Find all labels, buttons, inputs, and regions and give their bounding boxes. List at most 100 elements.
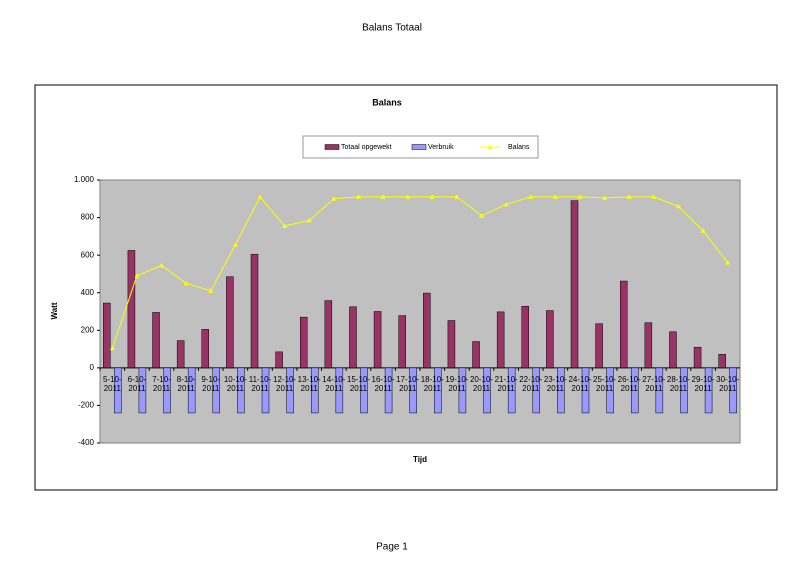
y-tick-label: 400 xyxy=(81,288,95,297)
bar xyxy=(409,367,417,414)
bar xyxy=(250,253,259,369)
x-tick-label-line: 2011 xyxy=(498,384,516,393)
bar xyxy=(138,367,147,414)
x-tick-label-line: 23-10- xyxy=(544,375,567,384)
marker xyxy=(725,260,731,265)
marker xyxy=(232,242,238,247)
marker xyxy=(405,194,411,199)
x-tick-label: 30-10-2011 xyxy=(716,375,739,393)
marker xyxy=(651,194,657,199)
x-tick-label: 17-10-2011 xyxy=(396,375,419,393)
x-tick-label: 5-10-2011 xyxy=(103,375,122,393)
x-tick-label-line: 19-10- xyxy=(445,375,468,384)
bar xyxy=(483,367,491,414)
bar xyxy=(187,367,196,414)
marker xyxy=(306,217,312,223)
y-axis-label: Watt xyxy=(50,302,59,319)
x-tick-label-line: 2011 xyxy=(448,384,466,393)
x-tick-label-line: 8-10- xyxy=(177,375,196,384)
x-tick-label-line: 2011 xyxy=(227,384,245,393)
bar xyxy=(152,312,160,369)
bar xyxy=(127,250,136,369)
y-tick-label: 1.000 xyxy=(74,175,95,184)
x-tick-label: 29-10-2011 xyxy=(692,375,715,393)
bar xyxy=(226,276,234,369)
y-tick-label: 0 xyxy=(90,363,95,372)
x-tick-label-line: 28-10- xyxy=(667,375,690,384)
marker xyxy=(331,196,337,201)
marker xyxy=(429,194,435,199)
x-tick-label: 18-10-2011 xyxy=(421,375,444,393)
x-tick-label-line: 27-10- xyxy=(642,375,665,384)
bar xyxy=(557,367,565,414)
x-tick-label-line: 2011 xyxy=(128,384,146,393)
bar xyxy=(384,367,393,414)
x-tick-label-line: 22-10- xyxy=(519,375,542,384)
bar xyxy=(718,354,726,369)
x-tick-label-line: 29-10- xyxy=(692,375,715,384)
x-tick-label: 16-10-2011 xyxy=(372,375,395,393)
x-tick-label-line: 9-10- xyxy=(201,375,220,384)
marker xyxy=(528,194,534,199)
x-tick-label-line: 20-10- xyxy=(470,375,493,384)
marker xyxy=(675,203,681,209)
plot-area xyxy=(99,179,741,444)
bar xyxy=(521,305,530,369)
x-tick-label: 22-10-2011 xyxy=(519,375,542,393)
bar xyxy=(335,367,344,414)
x-tick-label-line: 2011 xyxy=(399,384,417,393)
y-tick-label: -200 xyxy=(78,401,95,410)
x-tick-label: 13-10-2011 xyxy=(298,375,321,393)
x-tick-label: 23-10-2011 xyxy=(544,375,567,393)
bar xyxy=(237,367,245,414)
bar xyxy=(630,367,639,414)
x-tick-label: 8-10-2011 xyxy=(177,375,196,393)
bar xyxy=(507,367,516,414)
x-tick-label-line: 12-10- xyxy=(273,375,296,384)
bar xyxy=(324,300,333,369)
bar xyxy=(114,367,122,414)
legend-label: Balans xyxy=(508,144,530,151)
x-tick-label-line: 2011 xyxy=(178,384,196,393)
x-tick-label-line: 2011 xyxy=(153,384,171,393)
x-tick-label-line: 2011 xyxy=(719,384,737,393)
marker xyxy=(159,262,165,268)
marker xyxy=(282,223,288,229)
bar xyxy=(546,310,554,369)
bar xyxy=(606,367,614,414)
x-tick-label-line: 25-10- xyxy=(593,375,616,384)
x-tick-label-line: 2011 xyxy=(251,384,269,393)
x-tick-label-line: 10-10- xyxy=(224,375,247,384)
bar xyxy=(570,200,579,369)
bar xyxy=(644,322,653,369)
marker xyxy=(355,194,361,199)
bar xyxy=(398,315,406,369)
x-tick-label: 25-10-2011 xyxy=(593,375,616,393)
bar xyxy=(103,302,111,369)
x-tick-label-line: 2011 xyxy=(424,384,442,393)
bar xyxy=(447,320,456,369)
bar xyxy=(163,367,171,414)
bar xyxy=(655,367,664,414)
marker xyxy=(134,273,140,278)
y-tick-label: 200 xyxy=(81,325,95,334)
bar xyxy=(458,367,467,414)
bar xyxy=(360,367,368,414)
x-tick-label: 14-10-2011 xyxy=(322,375,345,393)
x-tick-label-line: 24-10- xyxy=(568,375,591,384)
x-tick-label-line: 5-10- xyxy=(103,375,122,384)
bar xyxy=(532,367,541,414)
y-tick-label: 600 xyxy=(81,250,95,259)
x-tick-label-line: 2011 xyxy=(621,384,639,393)
legend-swatch xyxy=(411,144,427,150)
marker xyxy=(454,194,460,199)
x-tick-label-line: 2011 xyxy=(104,384,122,393)
marker xyxy=(503,201,509,207)
x-tick-label: 7-10-2011 xyxy=(152,375,171,393)
marker xyxy=(602,195,608,200)
bar xyxy=(496,311,505,369)
line xyxy=(111,196,729,349)
x-tick-label-line: 2011 xyxy=(325,384,343,393)
x-tick-label: 27-10-2011 xyxy=(642,375,665,393)
